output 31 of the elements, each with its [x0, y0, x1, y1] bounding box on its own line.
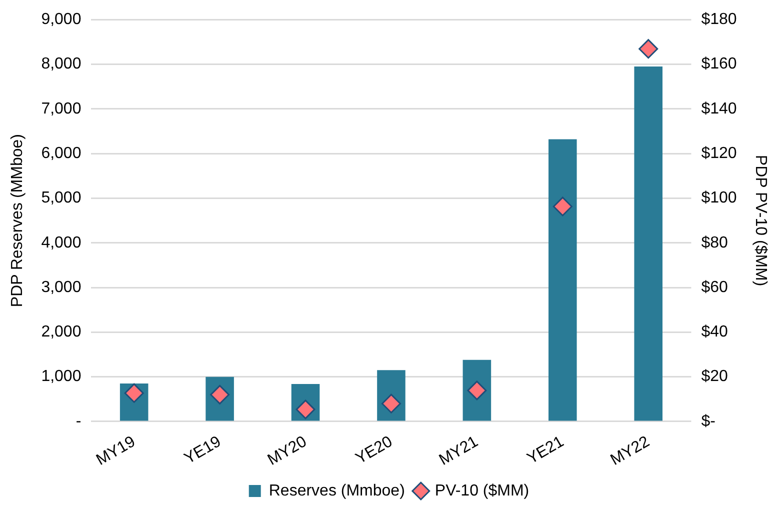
y2-tick-label: $120: [701, 144, 737, 162]
bar: [548, 139, 577, 421]
point: [552, 196, 572, 216]
y2-tick-label: $100: [701, 190, 737, 207]
y2-axis-title: PDP PV-10 ($MM): [752, 154, 769, 286]
y-tick-label: 1,000: [41, 368, 82, 386]
y-tick-label: 7,000: [41, 100, 82, 118]
y2-tick-label: $140: [701, 100, 737, 118]
x-tick-label: YE21: [524, 433, 567, 468]
y-tick-label: 2,000: [41, 324, 82, 341]
y-tick-label: -: [76, 412, 82, 430]
y-tick-label: 3,000: [41, 278, 82, 296]
legend-label: PV-10 ($MM): [434, 482, 530, 500]
y2-tick-label: $180: [701, 11, 737, 28]
point: [638, 39, 658, 59]
y2-tick-label: $160: [701, 56, 737, 73]
y2-tick-label: $80: [701, 234, 728, 252]
x-tick-label: YE19: [182, 433, 224, 468]
y-tick-label: 6,000: [41, 144, 82, 162]
y2-tick-label: $40: [701, 324, 728, 341]
y-tick-label: 5,000: [41, 190, 82, 207]
y-tick-label: 9,000: [41, 11, 82, 28]
x-tick-label: YE20: [353, 433, 396, 468]
y-axis-title: PDP Reserves (MMboe): [9, 134, 26, 308]
y2-tick-label: $20: [701, 368, 728, 386]
y2-tick-label: $-: [701, 412, 716, 430]
y-tick-label: 8,000: [41, 56, 82, 73]
legend-label: Reserves (Mmboe): [268, 482, 405, 500]
bar: [634, 66, 662, 421]
y2-tick-label: $60: [701, 278, 728, 296]
y-tick-label: 4,000: [41, 234, 82, 252]
